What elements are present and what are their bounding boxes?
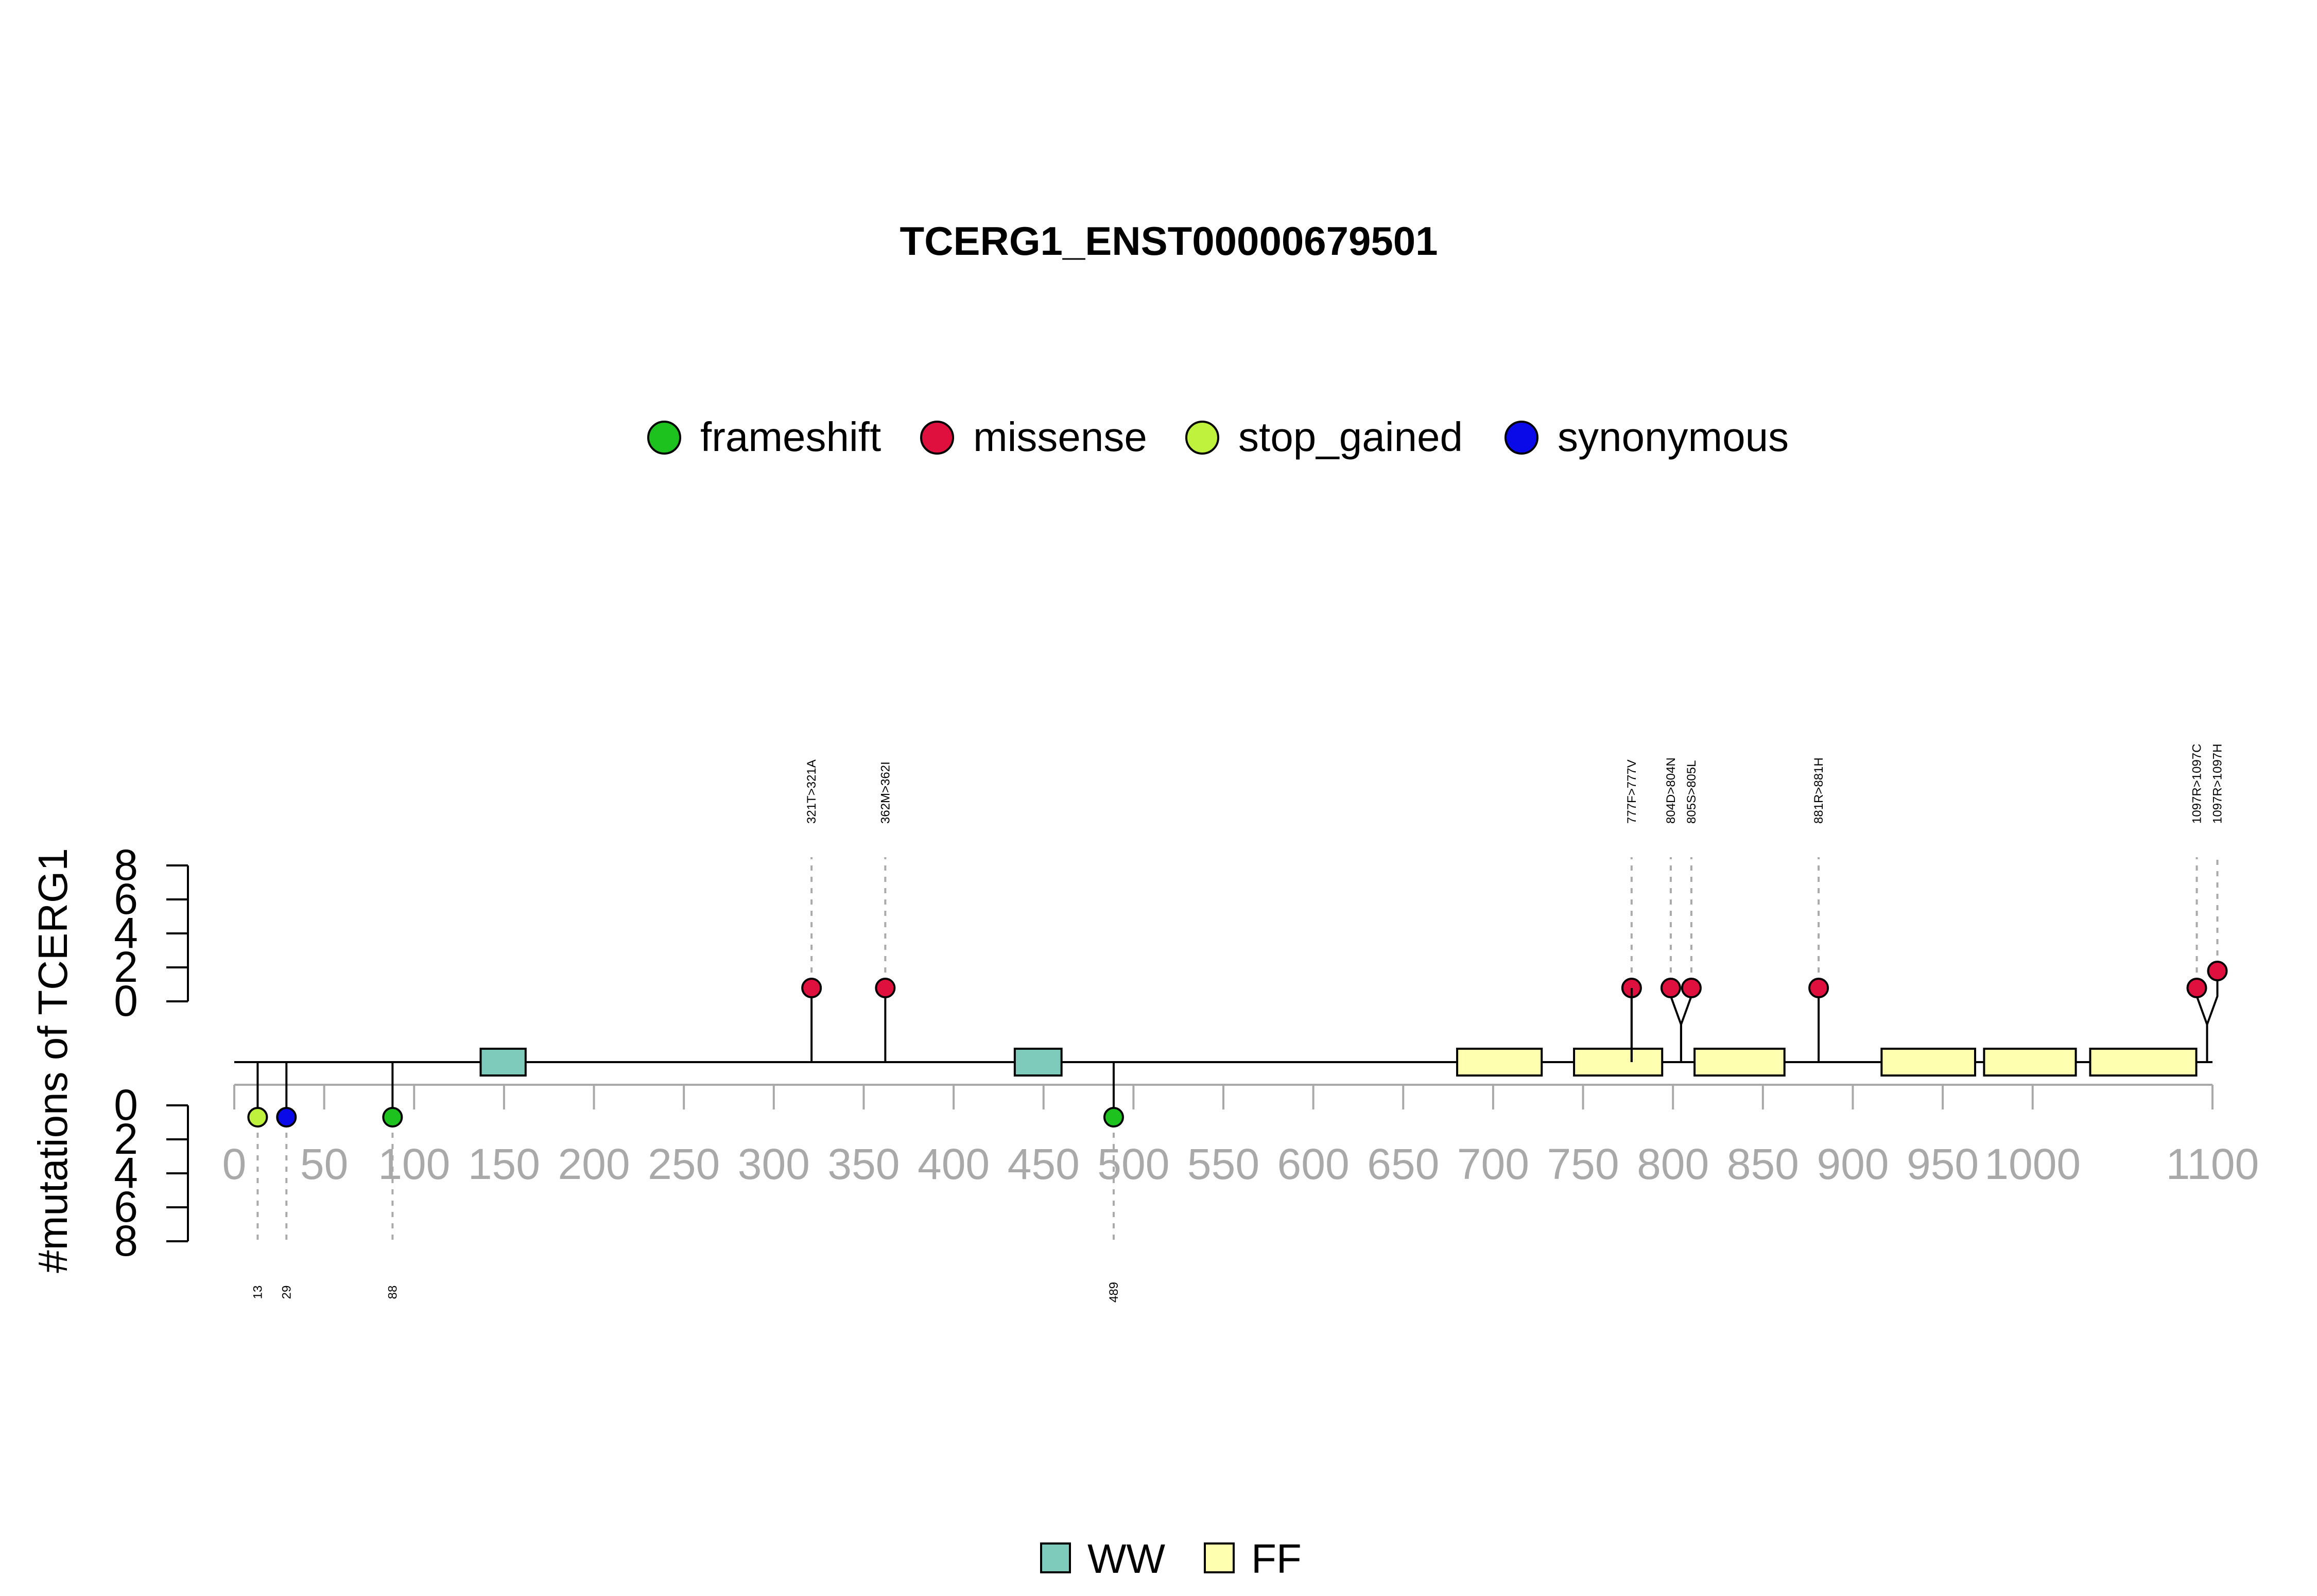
x-tick-label-900: 900 [1817,1140,1889,1188]
chart-title: TCERG1_ENST00000679501 [900,218,1438,264]
mutation-point-13 [247,1107,268,1127]
x-tick-label-1100: 1100 [2166,1140,2259,1188]
x-tick-label-150: 150 [468,1140,540,1188]
mutation-point-88 [382,1107,403,1127]
x-tick-label-950: 950 [1907,1140,1979,1188]
domain-region-ff-5 [1880,1048,1976,1077]
x-tick-label-0: 0 [222,1140,247,1188]
y-bottom-tick-label-0: 0 [114,1081,138,1129]
mutation-point-321T>321A [801,978,822,998]
legend-stop_gained-marker [1185,421,1219,455]
mutation-point-1097R>1097H [2207,961,2228,981]
y-bottom-tick-label-2: 2 [114,1115,138,1163]
y-bottom-tick-label-6: 6 [114,1183,138,1231]
domain-region-ff-4 [1693,1048,1786,1077]
x-axis: 0 50 100 150 200 250 300 350 400 450 500 550 600 650 7… [222,1084,2259,1188]
y-bottom-tick-label-8: 8 [114,1217,138,1265]
y-top-tick-label-0: 0 [114,977,138,1025]
mutation-point-805S>805L [1681,978,1702,998]
mutation-label-804D>804N: 804D>804N [1664,757,1678,824]
bottom-mutations: 13 29 88 489 [247,1062,1124,1303]
mutation-point-804D>804N [1660,978,1681,998]
mutation-label-88: 88 [386,1286,400,1299]
legend-WW-label: WW [1087,1536,1166,1582]
legend-FF-box [1204,1542,1235,1573]
domain-region-ff-7 [2089,1048,2198,1077]
y-bottom-tick-label-4: 4 [114,1149,138,1197]
mutation-label-881R>881H: 881R>881H [1812,757,1826,824]
mutation-label-13: 13 [251,1286,265,1299]
x-tick-label-400: 400 [918,1140,990,1188]
mutation-point-362M>362I [875,978,896,998]
x-tick-label-650: 650 [1367,1140,1439,1188]
mutation-label-777F>777V: 777F>777V [1625,759,1639,824]
x-tick-label-600: 600 [1277,1140,1350,1188]
mutation-label-1097R>1097C: 1097R>1097C [2190,744,2204,824]
mutation-label-29: 29 [280,1286,293,1299]
x-tick-label-100: 100 [378,1140,450,1188]
plot-area: 0 50 100 150 200 250 300 350 400 450 500 550 600 650 7… [114,744,2259,1303]
legend-FF-label: FF [1251,1536,1302,1582]
x-tick-label-450: 450 [1008,1140,1080,1188]
x-tick-label-50: 50 [300,1140,348,1188]
domain-legend: WW FF [1040,1536,1302,1582]
y-top-tick-label-6: 6 [114,875,138,923]
legend-frameshift-label: frameshift [700,414,881,460]
x-tick-label-250: 250 [648,1140,720,1188]
x-tick-label-350: 350 [827,1140,900,1188]
mutation-point-881R>881H [1808,978,1829,998]
y-top-tick-label-2: 2 [114,943,138,991]
mutation-point-29 [276,1107,297,1127]
x-tick-label-850: 850 [1727,1140,1799,1188]
x-tick-label-200: 200 [558,1140,630,1188]
x-tick-label-300: 300 [738,1140,810,1188]
domain-region-ff-2 [1456,1048,1543,1077]
legend-missense-marker [920,421,954,455]
mutation-point-1097R>1097C [2186,978,2207,998]
domain-regions [479,1048,2198,1077]
x-tick-label-800: 800 [1637,1140,1709,1188]
y-top-tick-label-8: 8 [114,841,138,889]
mutation-label-805S>805L: 805S>805L [1685,760,1699,824]
mutation-label-489: 489 [1107,1282,1121,1303]
domain-region-ww-0 [479,1048,527,1077]
top-mutations: 321T>321A 362M>362I 777F>777V 804D>804N 805S… [801,744,2228,1062]
mutation-label-1097R>1097H: 1097R>1097H [2211,744,2225,824]
legend-synonymous-marker [1505,421,1538,455]
mutation-type-legend: frameshift missense stop_gained synonymous [647,414,1789,460]
domain-region-ff-3 [1573,1048,1664,1077]
domain-region-ww-1 [1013,1048,1063,1077]
legend-missense-label: missense [973,414,1147,460]
domain-region-ff-6 [1983,1048,2077,1077]
x-tick-label-700: 700 [1457,1140,1529,1188]
x-tick-label-550: 550 [1187,1140,1259,1188]
x-tick-label-500: 500 [1097,1140,1169,1188]
mutation-label-362M>362I: 362M>362I [878,761,892,824]
legend-frameshift-marker [647,421,681,455]
x-tick-label-750: 750 [1547,1140,1619,1188]
legend-synonymous-label: synonymous [1558,414,1789,460]
mutation-point-489 [1103,1107,1124,1127]
y-top-tick-label-4: 4 [114,909,138,957]
y-axis-label: #mutations of TCERG1 [30,848,76,1273]
legend-stop_gained-label: stop_gained [1238,414,1463,460]
mutation-label-321T>321A: 321T>321A [805,759,819,824]
legend-WW-box [1040,1542,1071,1573]
x-tick-label-1000: 1000 [1984,1140,2081,1188]
